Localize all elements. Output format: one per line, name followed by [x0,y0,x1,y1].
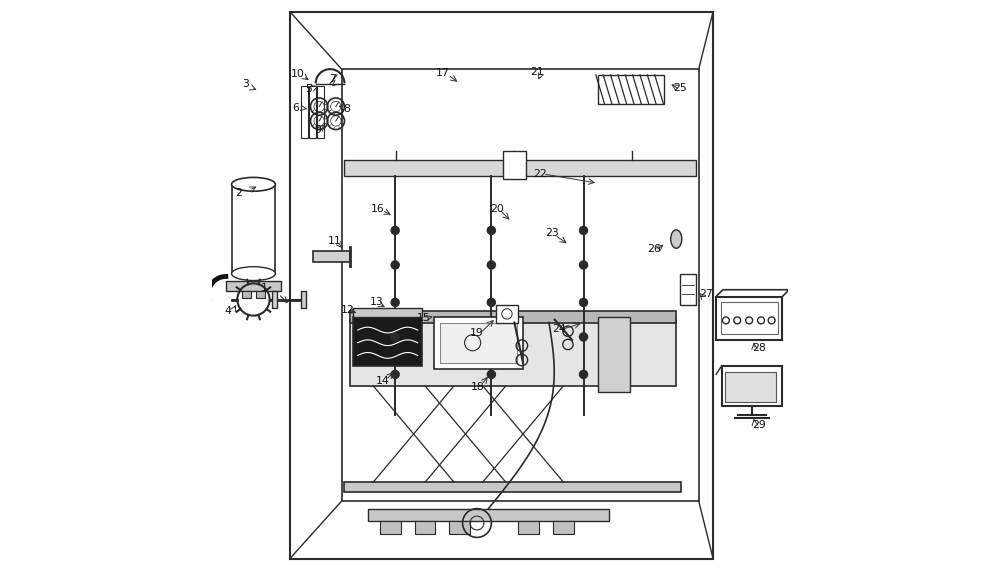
Text: 3: 3 [242,78,249,89]
Text: 13: 13 [369,297,383,308]
Bar [440,323,517,363]
Text: 9: 9 [314,124,321,135]
Text: 27: 27 [699,289,713,299]
Text: 29: 29 [752,420,766,430]
Text: 25: 25 [673,82,687,93]
Text: 22: 22 [533,169,547,179]
Bar [716,297,782,340]
Bar [722,366,782,406]
Bar [309,86,316,138]
Text: 4: 4 [225,306,232,316]
Circle shape [487,226,495,234]
Text: 24: 24 [552,324,566,335]
Text: 26: 26 [647,244,661,254]
Bar [449,521,470,534]
Bar [256,291,265,298]
Circle shape [579,370,588,378]
Circle shape [391,226,399,234]
Text: 1: 1 [260,283,267,293]
Bar [301,86,308,138]
Bar [317,86,324,138]
Bar [518,521,539,534]
Bar [598,317,630,392]
Bar [272,291,277,308]
Circle shape [579,261,588,269]
Ellipse shape [671,230,682,248]
Circle shape [391,298,399,306]
Circle shape [487,333,495,341]
Bar [242,291,251,298]
Bar [353,317,422,366]
Text: 6: 6 [292,103,299,113]
Text: 17: 17 [436,67,449,78]
Text: 23: 23 [545,228,559,238]
Bar [344,160,696,176]
Bar [290,12,713,559]
Bar [434,317,523,369]
Circle shape [391,333,399,341]
Bar [598,75,664,104]
Bar [350,320,676,386]
Text: 28: 28 [752,343,766,354]
Bar [313,251,350,262]
Bar [380,521,401,534]
Circle shape [487,370,495,378]
Bar [353,308,422,317]
Text: 19: 19 [470,328,484,338]
Text: 18: 18 [471,382,485,392]
Text: 8: 8 [343,104,350,115]
Ellipse shape [232,177,275,191]
Bar [415,521,435,534]
Text: 7: 7 [330,74,336,85]
Bar [342,69,699,501]
Bar [226,281,281,291]
Bar [553,521,574,534]
Circle shape [391,370,399,378]
Bar [725,372,776,402]
Circle shape [487,298,495,306]
Circle shape [579,226,588,234]
Bar [721,302,778,334]
Ellipse shape [232,267,275,281]
Text: 20: 20 [490,203,504,214]
Bar [344,482,681,492]
Bar [301,291,306,308]
Circle shape [391,261,399,269]
Circle shape [579,333,588,341]
Bar [368,509,609,521]
Bar [680,274,696,305]
Bar [350,311,676,323]
Text: 16: 16 [371,203,385,214]
Bar [496,305,518,323]
Text: 10: 10 [290,69,304,79]
Text: 15: 15 [417,313,431,323]
Text: 12: 12 [340,305,354,315]
Text: 21: 21 [531,67,544,77]
Text: 5: 5 [305,84,312,94]
Circle shape [487,261,495,269]
Bar [503,151,526,179]
Circle shape [579,298,588,306]
Text: 14: 14 [376,376,389,386]
Text: 2: 2 [236,188,243,198]
Text: 11: 11 [328,236,342,246]
